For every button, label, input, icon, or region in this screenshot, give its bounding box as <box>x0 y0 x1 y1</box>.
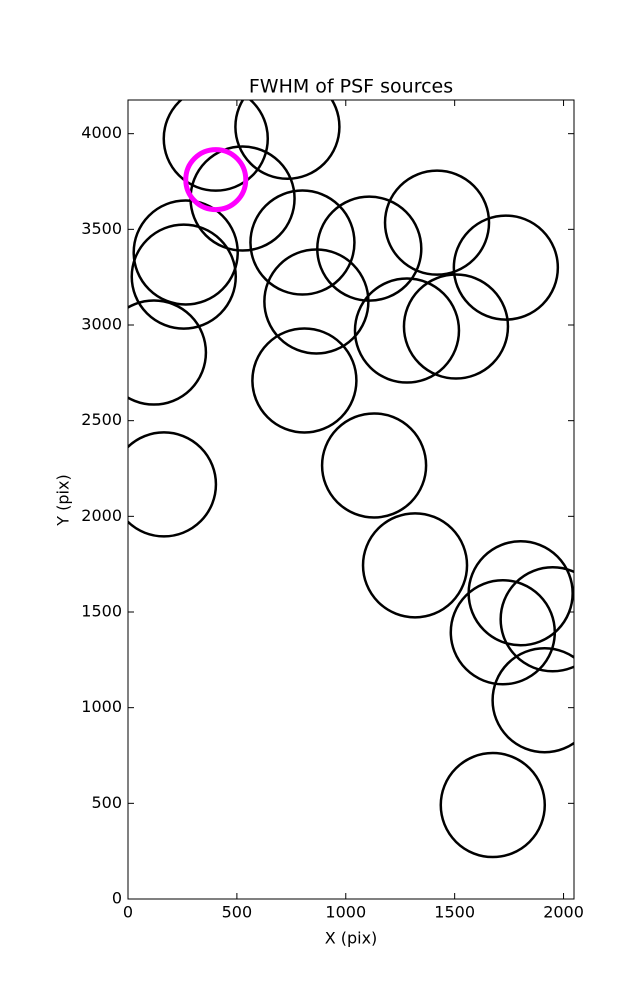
y-tick-label: 2500 <box>81 410 122 429</box>
psf-source <box>320 412 428 519</box>
psf-source <box>132 199 239 306</box>
plot-frame <box>127 99 575 900</box>
psf-source <box>251 327 358 434</box>
y-tick-label: 3000 <box>81 315 122 334</box>
psf-source <box>128 431 218 538</box>
plot-area <box>128 100 574 859</box>
psf-source <box>449 579 557 686</box>
y-tick-label: 4000 <box>81 123 122 142</box>
psf-source <box>383 169 491 276</box>
y-tick-label: 2000 <box>81 506 122 525</box>
y-tick-label: 1000 <box>81 697 122 716</box>
y-tick-label: 3500 <box>81 219 122 238</box>
psf-source <box>402 273 510 380</box>
psf-source <box>316 195 423 302</box>
psf-source <box>353 277 461 384</box>
psf-source <box>130 223 237 330</box>
y-tick-label: 0 <box>112 889 122 908</box>
psf-source <box>162 100 269 192</box>
y-axis-label: Y (pix) <box>54 474 73 526</box>
psf-source <box>263 248 370 355</box>
psf-source <box>499 566 574 673</box>
x-tick-label: 1500 <box>434 903 475 922</box>
x-axis-label: X (pix) <box>325 929 378 948</box>
psf-source <box>183 147 249 213</box>
psf-source <box>128 299 208 406</box>
psf-source <box>361 512 469 619</box>
psf-source <box>491 646 574 754</box>
psf-source <box>234 100 341 181</box>
psf-source <box>452 214 560 321</box>
psf-source <box>467 540 574 647</box>
chart-title: FWHM of PSF sources <box>249 76 453 98</box>
x-tick-label: 1000 <box>325 903 366 922</box>
x-tick-label: 500 <box>222 903 253 922</box>
psf-source <box>249 189 356 296</box>
y-tick-label: 1500 <box>81 602 122 621</box>
psf-source <box>439 751 547 859</box>
y-tick-label: 500 <box>91 793 122 812</box>
x-tick-label: 0 <box>123 903 133 922</box>
x-tick-label: 2000 <box>543 903 584 922</box>
